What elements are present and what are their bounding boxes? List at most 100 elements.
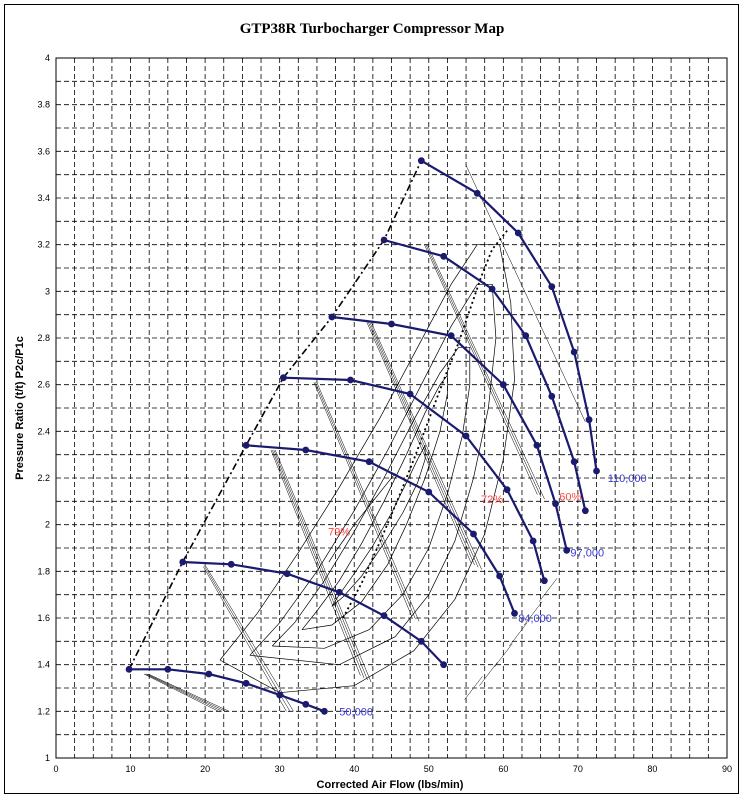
speed-point bbox=[179, 558, 187, 566]
efficiency-island bbox=[249, 283, 497, 666]
x-tick-label: 80 bbox=[647, 764, 657, 774]
speed-label: 84,000 bbox=[518, 613, 552, 625]
flow-line bbox=[270, 449, 361, 676]
peak-efficiency-path bbox=[342, 230, 508, 619]
speed-point bbox=[365, 458, 373, 466]
flow-line bbox=[367, 321, 475, 566]
flow-line bbox=[148, 673, 230, 712]
x-tick-label: 60 bbox=[498, 764, 508, 774]
flow-line bbox=[369, 321, 479, 568]
x-tick-label: 20 bbox=[200, 764, 210, 774]
x-tick-label: 10 bbox=[126, 764, 136, 774]
choke-tick bbox=[509, 622, 528, 647]
x-tick-label: 0 bbox=[53, 764, 58, 774]
efficiency-label: 60% bbox=[559, 492, 581, 504]
x-tick-label: 70 bbox=[573, 764, 583, 774]
y-tick-label: 3.6 bbox=[37, 146, 50, 156]
efficiency-island bbox=[328, 473, 396, 563]
flow-line bbox=[370, 321, 482, 570]
speed-point bbox=[302, 446, 310, 454]
choke-tick bbox=[524, 601, 543, 626]
flow-line bbox=[427, 244, 545, 500]
speed-point bbox=[548, 283, 556, 291]
annotations: 79% 72% 60% bbox=[328, 492, 581, 539]
efficiency-label: 72% bbox=[481, 494, 503, 506]
choke-tick bbox=[464, 676, 483, 700]
chart-title: GTP38R Turbocharger Compressor Map bbox=[240, 21, 505, 37]
flow-line bbox=[203, 566, 287, 712]
speed-line bbox=[331, 315, 568, 551]
speed-point bbox=[279, 374, 287, 382]
y-tick-label: 1.4 bbox=[37, 660, 50, 670]
speed-point bbox=[522, 332, 530, 340]
speed-point bbox=[552, 500, 559, 508]
efficiency-islands bbox=[219, 244, 515, 694]
efficiency-island bbox=[331, 445, 426, 607]
y-tick-label: 2.4 bbox=[37, 426, 50, 436]
speed-point bbox=[388, 320, 395, 328]
choke-tick bbox=[494, 643, 513, 668]
speed-label: 50,000 bbox=[339, 706, 373, 718]
y-tick-label: 2.2 bbox=[37, 473, 50, 483]
choke-lines bbox=[143, 165, 586, 712]
flow-line bbox=[424, 244, 538, 495]
x-tick-label: 90 bbox=[722, 764, 732, 774]
peak-efficiency-line bbox=[342, 230, 508, 619]
y-tick-label: 1.6 bbox=[37, 613, 50, 623]
speed-label: 110,000 bbox=[608, 473, 647, 485]
speed-point bbox=[440, 661, 448, 669]
speed-point bbox=[563, 546, 571, 554]
speed-point bbox=[205, 670, 213, 678]
speed-point bbox=[335, 588, 343, 596]
speed-point bbox=[328, 313, 336, 321]
speed-label: 97,000 bbox=[570, 548, 604, 560]
speed-point bbox=[380, 236, 388, 244]
speed-point bbox=[417, 637, 425, 645]
speed-line bbox=[129, 668, 325, 713]
speed-point bbox=[283, 570, 291, 578]
efficiency-island bbox=[219, 244, 515, 694]
speed-point bbox=[511, 609, 518, 617]
y-tick-label: 3 bbox=[45, 286, 50, 296]
speed-point bbox=[242, 679, 250, 687]
speed-point bbox=[529, 537, 537, 545]
y-axis-label: Pressure Ratio (t/t) P2c/P1c bbox=[14, 336, 26, 480]
y-tick-label: 4 bbox=[45, 53, 50, 63]
speed-point bbox=[242, 441, 250, 449]
speed-point bbox=[499, 381, 507, 389]
y-tick-label: 2 bbox=[45, 520, 50, 530]
surge-line bbox=[128, 160, 423, 670]
efficiency-island bbox=[301, 374, 448, 631]
speed-point bbox=[570, 348, 578, 356]
speed-point bbox=[406, 390, 414, 398]
speed-point bbox=[470, 530, 477, 538]
tick-labels: 0 10 20 30 40 50 60 70 80 90 1 1.2 1.4 1.6 1.8 2 2.2 2.4 2… bbox=[37, 53, 732, 774]
speed-point bbox=[125, 665, 133, 673]
speed-point bbox=[462, 432, 470, 440]
speed-point bbox=[302, 700, 310, 708]
grid bbox=[55, 57, 728, 759]
speed-point bbox=[496, 572, 504, 580]
surge-path bbox=[128, 160, 423, 670]
y-tick-label: 1.2 bbox=[37, 706, 50, 716]
flow-line bbox=[425, 244, 542, 497]
speed-point bbox=[585, 416, 593, 424]
choke-tick bbox=[538, 578, 558, 602]
speed-point bbox=[548, 392, 556, 400]
speed-line bbox=[246, 444, 516, 614]
speed-point bbox=[417, 157, 425, 165]
speed-point bbox=[447, 332, 455, 340]
speed-point bbox=[581, 507, 589, 515]
speed-point bbox=[164, 665, 172, 673]
speed-point bbox=[440, 252, 448, 260]
speed-point bbox=[380, 612, 388, 620]
speed-point bbox=[321, 707, 328, 715]
y-tick-label: 3.4 bbox=[37, 193, 50, 203]
flow-line bbox=[366, 321, 472, 563]
speed-point bbox=[425, 488, 433, 496]
y-tick-label: 1.8 bbox=[37, 566, 50, 576]
flow-line bbox=[204, 566, 291, 712]
speed-point bbox=[514, 229, 522, 237]
speed-point bbox=[540, 577, 548, 585]
